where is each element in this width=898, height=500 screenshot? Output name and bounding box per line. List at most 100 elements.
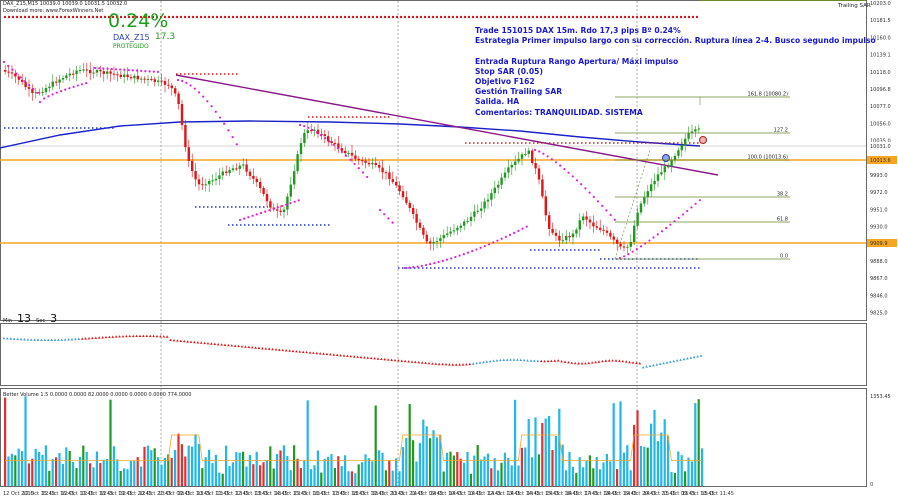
sar-dot [206, 100, 209, 103]
ha-trend-mark [210, 342, 213, 345]
candle-body [259, 182, 262, 189]
candle-body [605, 230, 609, 233]
sar-dot [289, 202, 292, 205]
ha-trend-mark [682, 357, 686, 361]
candle-body [95, 70, 99, 73]
ha-trend-mark [19, 337, 23, 341]
volume-bar [626, 445, 629, 486]
volume-bar [544, 418, 547, 486]
candle-body [442, 235, 445, 239]
volume-bar [701, 448, 704, 486]
ha-trend-mark [261, 346, 264, 350]
sar-dot [152, 70, 155, 73]
volume-bar [466, 451, 469, 486]
volume-bar [571, 466, 574, 486]
volume-bar [354, 473, 357, 486]
volume-bar [418, 442, 421, 486]
sar-dot [542, 152, 545, 155]
time-tick-label: 13 Oct 17:45 [313, 491, 346, 497]
volume-bar [473, 455, 476, 486]
ha-trend-mark [267, 347, 271, 350]
ha-trend-mark [604, 359, 608, 362]
ha-trend-mark [590, 361, 594, 364]
candle-body [456, 227, 459, 231]
ha-trend-mark [577, 362, 580, 365]
volume-bar [31, 458, 34, 486]
candle-body [65, 75, 68, 79]
volume-bar [609, 461, 612, 486]
ha-trend-mark [478, 361, 482, 364]
candle-body [153, 79, 156, 82]
volume-bar [422, 419, 425, 486]
volume-bar [486, 453, 489, 486]
candle-body [225, 171, 228, 174]
ha-trend-mark [108, 335, 111, 339]
ha-trend-mark [9, 337, 13, 340]
sar-dot [546, 155, 549, 158]
sar-dot [276, 206, 279, 209]
sar-dot [588, 191, 591, 194]
ha-trend-mark [118, 335, 121, 338]
volume-bar [575, 472, 578, 486]
ha-trend-mark [359, 355, 363, 359]
candle-body [667, 166, 670, 168]
entry-marker [662, 154, 670, 162]
ha-trend-mark [318, 352, 322, 355]
heiken-oscillator-pane [0, 323, 867, 386]
candle-body [330, 141, 333, 143]
volume-bar [493, 458, 496, 486]
time-tick-label: 12 Oct 16:45 [42, 491, 75, 497]
candle-body [85, 69, 88, 71]
candle-body [214, 178, 218, 181]
time-tick-label: 13 Oct 09:45 [158, 491, 191, 497]
candle-body [418, 222, 422, 228]
ha-trend-mark [349, 354, 353, 358]
fib-level-label: 161.8 (10080.2) [748, 92, 789, 98]
sar-dot [119, 68, 122, 71]
sar-dot [454, 255, 457, 259]
sar-dot [383, 213, 386, 216]
candle-body [412, 207, 415, 215]
time-tick-label: 13 Oct 20:45 [372, 491, 405, 497]
time-tick-label: 14 Oct 12:45 [469, 491, 502, 497]
candle-body [133, 75, 136, 79]
sar-dot [336, 147, 339, 150]
volume-bar [143, 446, 146, 486]
volume-bar [497, 470, 500, 486]
ha-trend-mark [386, 358, 390, 361]
ha-trend-mark [380, 357, 383, 361]
ha-trend-mark [230, 344, 234, 347]
ha-trend-mark [114, 335, 118, 338]
ha-trend-mark [87, 336, 91, 340]
volume-bar [75, 468, 78, 486]
volume-bar [622, 452, 625, 486]
ha-trend-mark [145, 334, 149, 338]
trendline-2-4 [175, 74, 719, 176]
sar-dot [500, 237, 503, 240]
ha-trend-mark [121, 334, 125, 338]
volume-bar [21, 451, 24, 486]
time-tick-label: 15 Oct 09:45 [663, 491, 696, 497]
trailing-sar-label: Trailing SAR [838, 3, 871, 9]
ha-trend-mark [240, 345, 244, 348]
candle-body [194, 170, 197, 180]
volume-bar [599, 469, 602, 486]
candle-body [61, 78, 65, 80]
volume-bar [673, 472, 676, 486]
volume-bar [89, 463, 92, 486]
candle-body [354, 155, 357, 159]
ha-trend-mark [621, 359, 625, 363]
candle-body [242, 164, 245, 166]
volume-bar [140, 466, 143, 486]
ha-trend-mark [196, 341, 200, 344]
ha-trend-mark [611, 359, 614, 362]
volume-bar [350, 471, 353, 486]
volume-bar [602, 462, 605, 486]
sar-dot [533, 148, 537, 152]
candle-body [687, 132, 690, 139]
candle-body [51, 81, 54, 87]
candle-body [401, 191, 405, 198]
candle-body [211, 180, 214, 182]
volume-bar [99, 463, 102, 486]
